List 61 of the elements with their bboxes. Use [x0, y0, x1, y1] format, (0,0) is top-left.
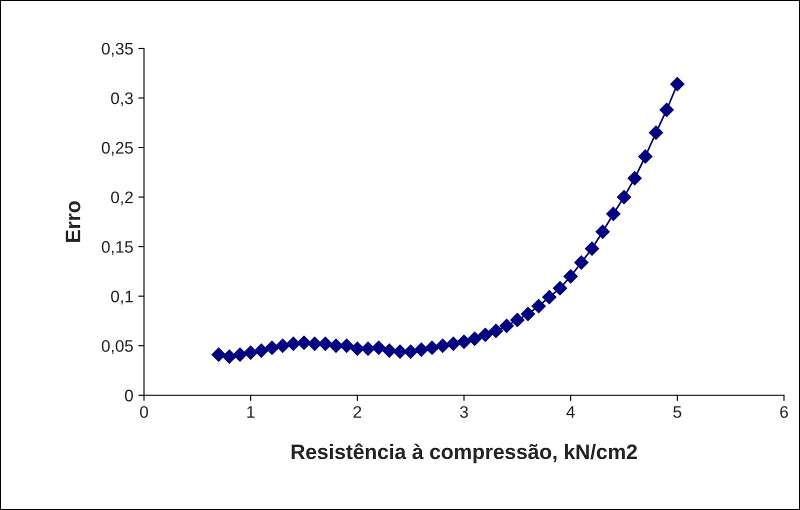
point: [500, 318, 514, 333]
point: [478, 328, 492, 342]
x-tick-label: 2: [354, 406, 362, 418]
point: [532, 298, 546, 314]
point: [638, 149, 652, 164]
point: [584, 242, 600, 256]
point: [296, 336, 312, 350]
point: [308, 336, 322, 351]
point: [628, 171, 642, 186]
point: [520, 306, 536, 322]
point: [212, 348, 226, 362]
y-axis-title: Erro: [66, 201, 80, 242]
x-tick-label: 0: [140, 406, 148, 418]
point: [488, 324, 504, 338]
point: [254, 344, 268, 358]
point: [424, 340, 440, 355]
point: [232, 348, 248, 362]
point: [264, 340, 280, 355]
point: [276, 338, 290, 353]
y-tick-label: 0,35: [102, 42, 133, 57]
point: [456, 334, 472, 349]
point: [670, 77, 684, 92]
point: [244, 346, 258, 360]
point: [436, 338, 450, 353]
point: [552, 281, 568, 296]
x-tick-label: 3: [460, 406, 468, 418]
y-tick-label: 0: [124, 390, 133, 402]
x-tick-label: 4: [566, 406, 575, 418]
x-axis-title: Resistência à compressão, kN/cm2: [292, 443, 637, 464]
point: [574, 255, 588, 270]
point: [222, 350, 236, 364]
point: [648, 126, 664, 140]
point: [404, 344, 418, 359]
point: [382, 344, 396, 358]
y-tick-label: 0,1: [111, 290, 133, 304]
point: [446, 336, 460, 351]
x-tick-label: 6: [780, 406, 788, 418]
y-tick-label: 0,15: [102, 241, 133, 255]
point: [660, 102, 674, 117]
y-tick-label: 0,2: [111, 191, 133, 206]
point: [616, 190, 632, 204]
point: [564, 269, 578, 284]
point: [286, 336, 300, 351]
point: [414, 342, 428, 357]
y-tick-label: 0,25: [102, 142, 133, 156]
point: [542, 290, 556, 304]
y-tick-label: 0,3: [111, 92, 133, 106]
point: [340, 338, 354, 353]
point: [596, 224, 610, 239]
point: [372, 340, 386, 355]
point: [510, 312, 524, 328]
point: [328, 338, 344, 353]
point: [606, 206, 620, 221]
point: [392, 344, 408, 359]
point: [318, 336, 332, 351]
point: [360, 342, 376, 356]
y-tick-label: 0,05: [102, 340, 133, 354]
point: [350, 342, 364, 356]
x-tick-label: 1: [247, 406, 254, 418]
x-tick-label: 5: [673, 406, 682, 418]
point: [468, 332, 482, 346]
